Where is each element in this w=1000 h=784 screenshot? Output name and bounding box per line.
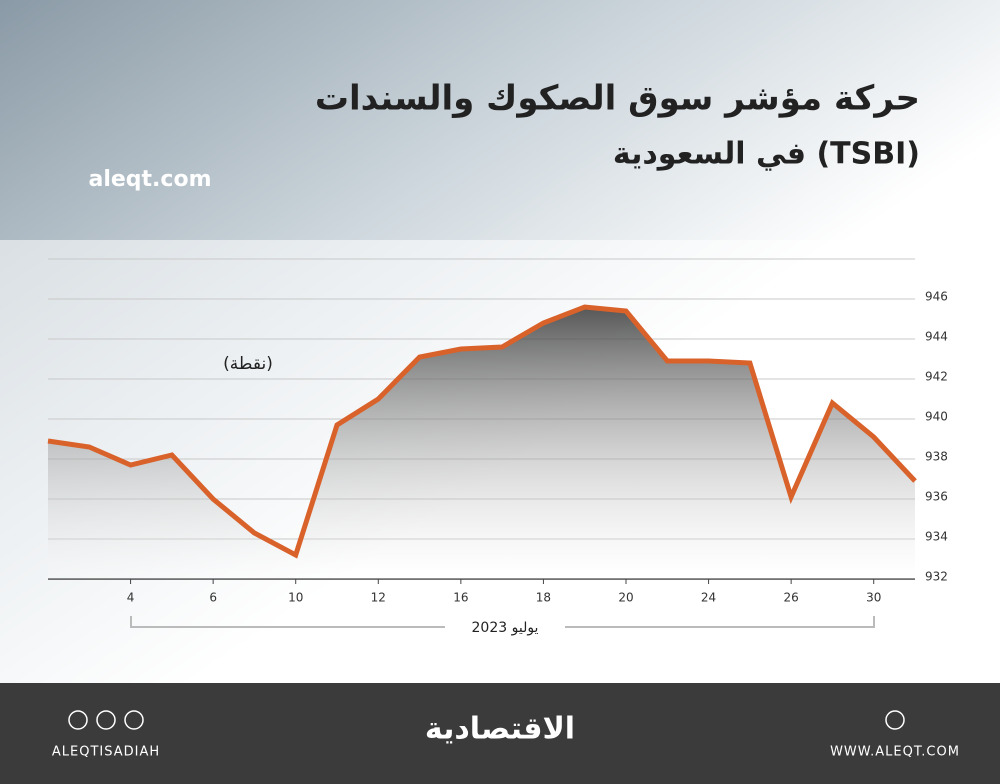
x-tick-label: 10: [288, 591, 303, 605]
footer-brand: الاقتصادية: [425, 712, 575, 747]
y-tick-label: 940: [925, 410, 948, 424]
x-tick-label: 6: [209, 591, 217, 605]
social-icons: [68, 710, 905, 730]
x-tick-label: 16: [453, 591, 468, 605]
x-tick-label: 30: [866, 591, 881, 605]
x-tick-label: 18: [536, 591, 551, 605]
footer-website: WWW.ALEQT.COM: [830, 745, 960, 760]
plot: 932 934 936 938 940 942 944 946 4 6 10 12 16 18 20 24 26…: [47, 258, 948, 605]
chart-subtitle: في السعودية (TSBI): [613, 137, 920, 172]
y-tick-label: 944: [925, 330, 948, 344]
watermark: aleqt.com: [88, 167, 211, 192]
footer: [0, 683, 1000, 784]
x-tick-label: 12: [371, 591, 386, 605]
footer-handle: ALEQTISADIAH: [52, 745, 160, 760]
y-tick-label: 946: [925, 290, 948, 304]
x-axis-label: يوليو 2023: [472, 620, 539, 636]
area-fill: [48, 307, 915, 579]
y-tick-label: 936: [925, 490, 948, 504]
x-tick-label: 24: [701, 591, 716, 605]
y-tick-label: 942: [925, 370, 948, 384]
line: [47, 304, 917, 559]
y-axis-unit: (نقطة): [223, 354, 273, 374]
x-tick-label: 4: [127, 591, 135, 605]
y-tick-label: 934: [925, 530, 948, 544]
x-label-bg: [445, 615, 565, 639]
x-tick-label: 20: [618, 591, 633, 605]
x-tick-label: 26: [784, 591, 799, 605]
y-tick-label: 932: [925, 570, 948, 584]
chart-title: حركة مؤشر سوق الصكوك والسندات: [315, 79, 920, 119]
y-tick-label: 938: [925, 450, 948, 464]
